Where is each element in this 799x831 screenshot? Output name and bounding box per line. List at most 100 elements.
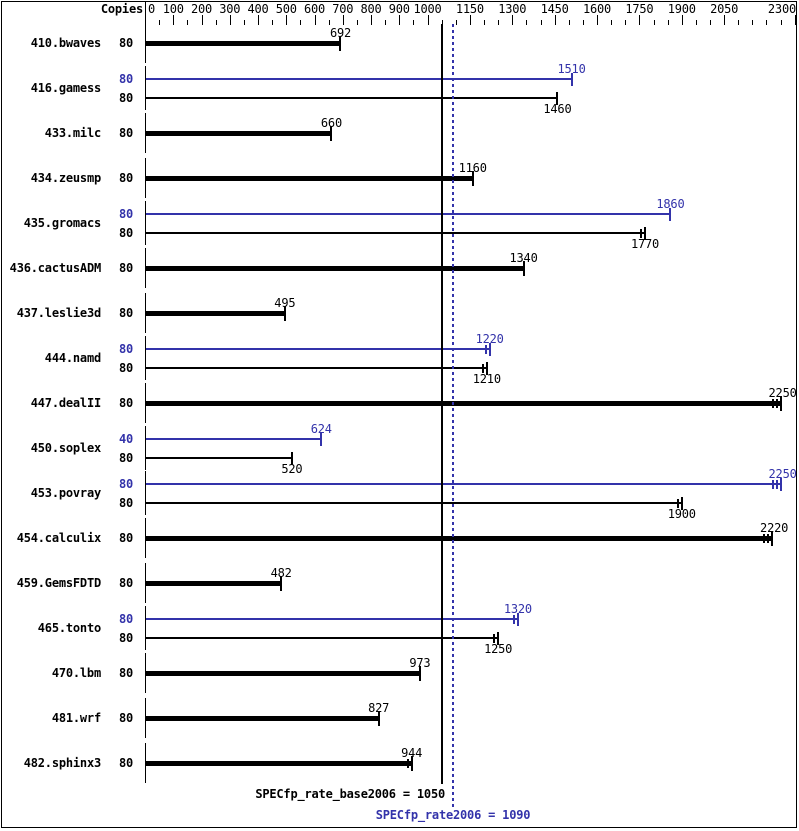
copies-column-header: Copies: [100, 2, 143, 16]
bar-value-label: 2220: [760, 521, 789, 535]
run-mark-tick: [767, 534, 770, 543]
benchmark-label: 444.namd: [44, 351, 101, 365]
axis-tick-label: 1750: [625, 2, 654, 16]
bar-base: [146, 581, 282, 586]
bar-end-cap: [485, 362, 488, 375]
axis-minor-tick: [654, 20, 655, 25]
benchmark-label: 465.tonto: [37, 621, 101, 635]
row-baseline: [145, 471, 146, 515]
bar-peak: [146, 78, 572, 80]
copies-label: 80: [118, 171, 133, 185]
row-baseline: [145, 158, 146, 198]
benchmark-label: 436.cactusADM: [9, 261, 102, 275]
row-baseline: [145, 336, 146, 380]
row-baseline: [145, 563, 146, 603]
bar-end-cap: [488, 343, 491, 356]
bar-end-cap: [410, 756, 413, 771]
benchmark-label: 459.GemsFDTD: [16, 576, 101, 590]
copies-label: 80: [118, 36, 133, 50]
bar-value-label: 624: [310, 422, 332, 436]
copies-label: 80: [118, 342, 133, 356]
row-baseline: [145, 201, 146, 245]
bar-end-cap: [497, 632, 500, 645]
axis-minor-tick: [216, 20, 217, 25]
axis-minor-tick: [413, 20, 414, 25]
row-baseline: [145, 653, 146, 693]
axis-major-tick: [230, 15, 231, 25]
bar-value-label: 1340: [509, 251, 538, 265]
bar-end-cap: [669, 208, 672, 221]
bar-end-cap: [330, 126, 333, 141]
bar-base: [146, 401, 781, 406]
bar-base: [146, 637, 499, 639]
axis-tick-label: 1900: [667, 2, 696, 16]
run-mark-tick: [763, 534, 766, 543]
bar-value-label: 660: [320, 116, 342, 130]
bar-base: [146, 671, 420, 676]
bar-peak: [146, 618, 518, 620]
benchmark-label: 416.gamess: [30, 81, 101, 95]
axis-minor-tick: [738, 20, 739, 25]
axis-tick-label: 500: [275, 2, 297, 16]
axis-tick-label: 1450: [540, 2, 569, 16]
axis-major-tick: [597, 15, 598, 25]
bar-peak: [146, 348, 490, 350]
axis-major-tick: [682, 15, 683, 25]
run-mark-tick: [406, 759, 409, 768]
axis-minor-tick: [781, 20, 782, 25]
bar-value-label: 482: [270, 566, 292, 580]
bar-base: [146, 41, 341, 46]
benchmark-label: 410.bwaves: [30, 36, 101, 50]
run-mark-tick: [775, 480, 778, 489]
axis-major-tick: [258, 15, 259, 25]
copies-label: 80: [118, 451, 133, 465]
copies-label: 80: [118, 477, 133, 491]
axis-major-tick: [724, 15, 725, 25]
axis-baseline: [145, 2, 146, 25]
copies-label: 80: [118, 576, 133, 590]
axis-major-tick: [343, 15, 344, 25]
axis-tick-label: 700: [332, 2, 354, 16]
bar-base: [146, 176, 473, 181]
axis-tick-label: 900: [388, 2, 410, 16]
copies-label: 80: [118, 226, 133, 240]
axis-major-tick: [286, 15, 287, 25]
bar-end-cap: [779, 396, 782, 411]
bar-base: [146, 97, 558, 99]
bar-end-cap: [570, 73, 573, 86]
bar-value-label: 827: [368, 701, 390, 715]
row-baseline: [145, 383, 146, 423]
axis-minor-tick: [752, 20, 753, 25]
bar-base: [146, 502, 682, 504]
axis-major-tick: [371, 15, 372, 25]
bar-peak: [146, 483, 781, 485]
row-baseline: [145, 698, 146, 738]
copies-label: 40: [118, 432, 133, 446]
axis-major-tick: [173, 15, 174, 25]
axis-minor-tick: [498, 20, 499, 25]
bar-value-label: 1510: [557, 62, 586, 76]
row-baseline: [145, 293, 146, 333]
bar-end-cap: [771, 531, 774, 546]
bar-base: [146, 311, 285, 316]
axis-tick-label: 2050: [710, 2, 739, 16]
bar-peak: [146, 438, 322, 440]
bar-value-label: 1770: [630, 237, 660, 251]
axis-tick-label: 1300: [498, 2, 527, 16]
axis-minor-tick: [300, 20, 301, 25]
row-baseline: [145, 743, 146, 783]
row-baseline: [145, 23, 146, 63]
ref-line-peak: [452, 24, 454, 807]
axis-major-tick: [145, 15, 146, 25]
row-baseline: [145, 426, 146, 470]
axis-minor-tick: [385, 20, 386, 25]
bar-base: [146, 457, 292, 459]
benchmark-label: 435.gromacs: [23, 216, 101, 230]
bar-end-cap: [471, 171, 474, 186]
axis-minor-tick: [625, 20, 626, 25]
bar-end-cap: [779, 478, 782, 491]
bar-end-cap: [283, 306, 286, 321]
